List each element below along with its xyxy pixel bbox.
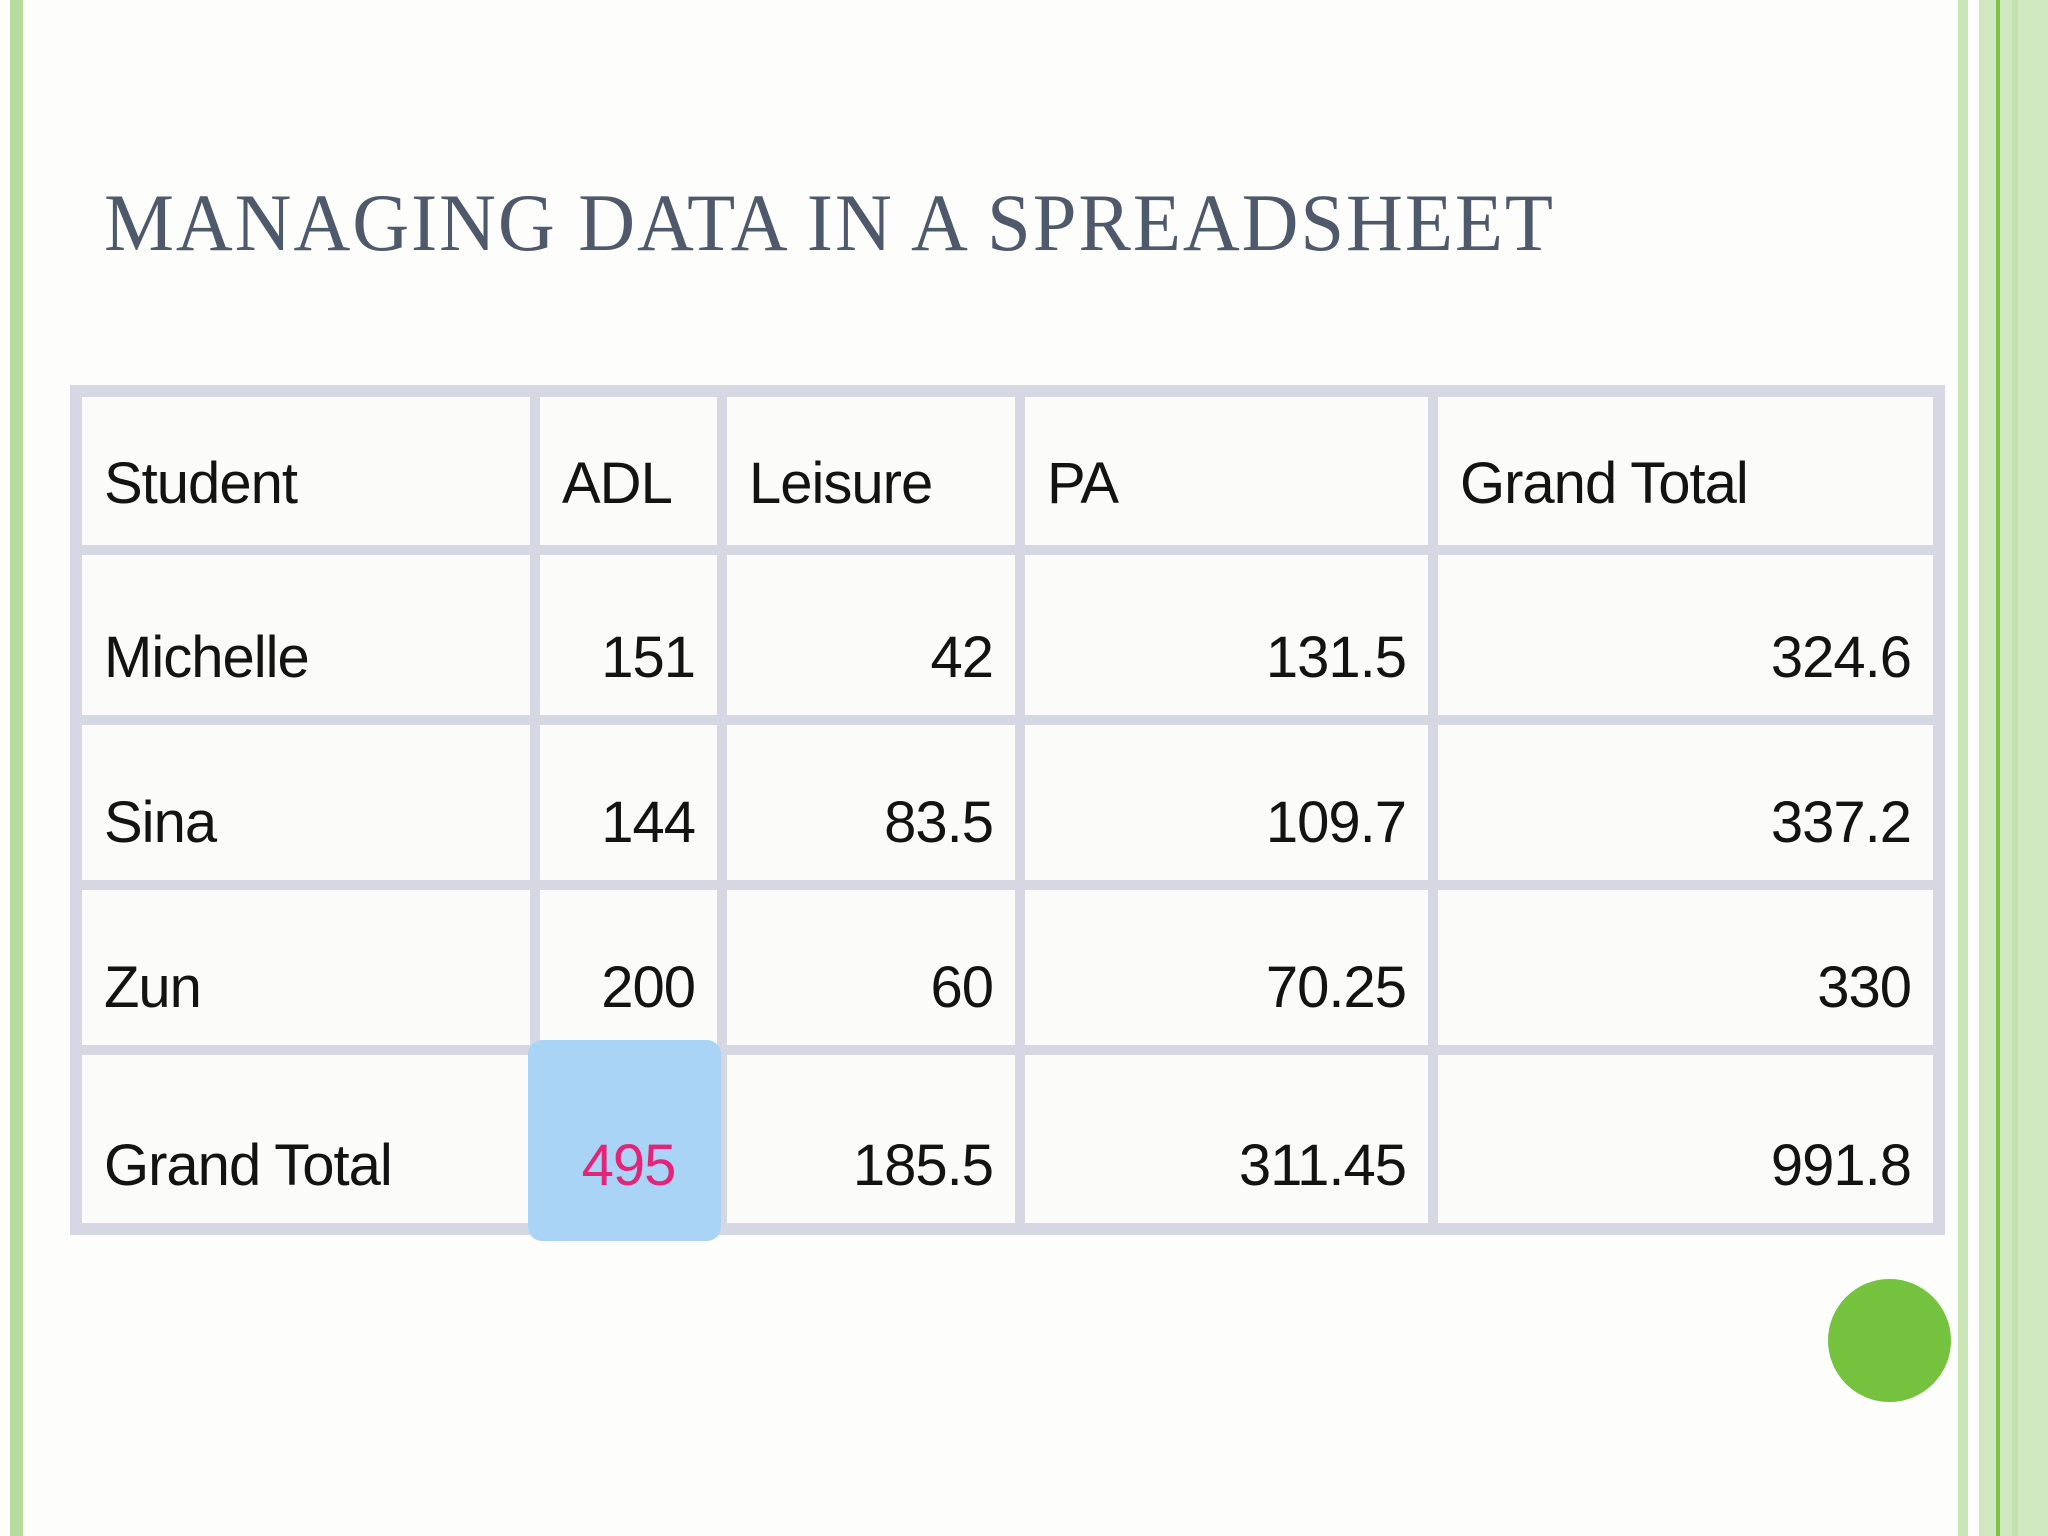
left-green-stripe	[10, 0, 23, 1536]
highlighted-value: 495	[581, 1133, 677, 1199]
column-header-adl: ADL	[540, 397, 717, 545]
cell-adl: 200	[540, 890, 717, 1045]
column-header-grand-total: Grand Total	[1438, 397, 1933, 545]
cell-pa: 131.5	[1025, 555, 1428, 715]
right-green-accent-line	[1996, 0, 2000, 1536]
column-header-pa: PA	[1025, 397, 1428, 545]
cell-pa: 311.45	[1025, 1055, 1428, 1223]
cell-pa: 109.7	[1025, 725, 1428, 880]
right-thin-green-stripe	[1958, 0, 1968, 1536]
cell-grand-total: 324.6	[1438, 555, 1933, 715]
row-label: Michelle	[82, 555, 530, 715]
cell-grand-total: 330	[1438, 890, 1933, 1045]
right-green-panel	[1979, 0, 2048, 1536]
slide-title: MANAGING DATA IN A SPREADSHEET	[104, 177, 1555, 268]
right-green-accent-band	[2012, 0, 2018, 1536]
cell-leisure: 185.5	[727, 1055, 1015, 1223]
cell-adl: 144	[540, 725, 717, 880]
highlighted-cell-adl-grand-total: 495	[528, 1040, 721, 1241]
column-header-student: Student	[82, 397, 530, 545]
cell-leisure: 60	[727, 890, 1015, 1045]
cell-grand-total: 991.8	[1438, 1055, 1933, 1223]
green-circle-decoration	[1828, 1279, 1951, 1402]
column-header-leisure: Leisure	[727, 397, 1015, 545]
cell-leisure: 83.5	[727, 725, 1015, 880]
spreadsheet-table: Student ADL Leisure PA Grand Total Miche…	[70, 385, 1945, 1241]
cell-leisure: 42	[727, 555, 1015, 715]
cell-adl: 151	[540, 555, 717, 715]
row-label-grand-total: Grand Total	[82, 1055, 530, 1223]
cell-pa: 70.25	[1025, 890, 1428, 1045]
row-label: Zun	[82, 890, 530, 1045]
cell-grand-total: 337.2	[1438, 725, 1933, 880]
row-label: Sina	[82, 725, 530, 880]
